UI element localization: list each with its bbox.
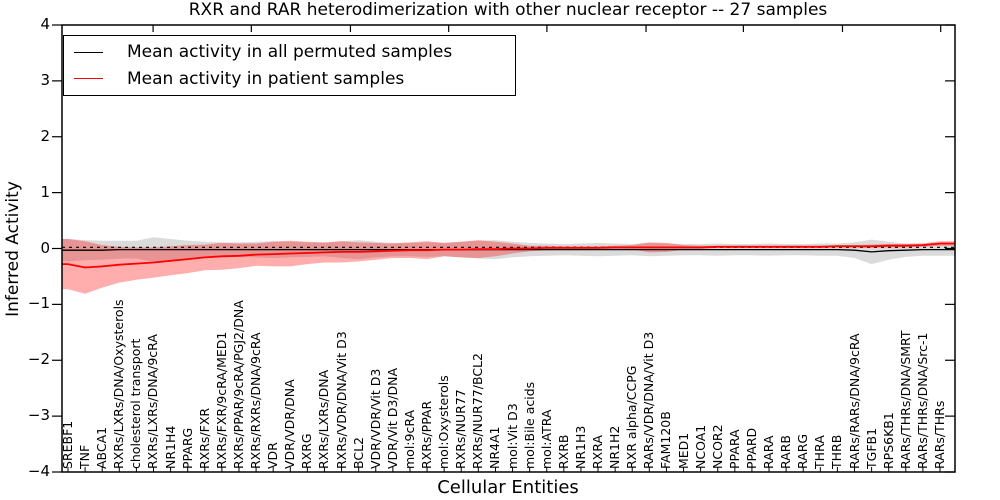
x-tick-label: mol:Vit D3 (504, 403, 520, 469)
y-tick-label: −2 (27, 350, 50, 369)
x-tick-label: RPS6KB1 (880, 412, 896, 469)
axes-frame (61, 24, 956, 473)
chart-title: RXR and RAR heterodimerization with othe… (188, 0, 828, 20)
x-tick-label: mol:Bile acids (521, 381, 537, 469)
x-tick-label: NCOA1 (692, 424, 708, 469)
x-tick-label: RARs/THRs (932, 400, 947, 469)
x-tick-label: BCL2 (350, 436, 366, 469)
x-tick-label: TNF (77, 444, 93, 469)
x-tick-label: THRA (812, 435, 828, 469)
legend-item-permuted: Mean activity in all permuted samples (74, 42, 515, 62)
x-tick-label: mol:9cRA (401, 409, 417, 469)
x-tick-label: RXRs/LXRs/DNA/9cRA (145, 334, 161, 469)
y-tick-label: −3 (27, 406, 50, 425)
x-axis-label: Cellular Entities (437, 477, 579, 498)
x-tick-label: ABCA1 (94, 426, 110, 469)
x-tick-label: NR1H4 (162, 425, 178, 469)
x-tick-label: RARA (761, 435, 777, 469)
y-tick-label: 4 (40, 15, 50, 33)
y-tick-label: −1 (27, 294, 50, 313)
x-tick-label: VDR/VDR/Vit D3 (367, 368, 383, 469)
legend-label-patient: Mean activity in patient samples (127, 68, 405, 89)
x-tick-label: RARs/VDR/DNA/Vit D3 (641, 331, 657, 469)
x-tick-label: TGFB1 (863, 427, 879, 469)
legend-line-permuted-icon (74, 51, 103, 53)
legend: Mean activity in all permuted samples Me… (63, 35, 516, 96)
x-tick-label: PPARA (726, 429, 742, 469)
patient-mean-line (62, 242, 955, 269)
x-tick-label: RXRA (590, 435, 606, 469)
x-tick-label: NR4A1 (487, 426, 503, 470)
x-tick-label: RARs/RARs/DNA/9cRA (846, 333, 862, 469)
y-tick-label: 3 (40, 70, 50, 89)
y-tick-label: 2 (40, 126, 50, 145)
x-tick-label: RXRs/NUR77/BCL2 (470, 353, 486, 469)
x-tick-label: MED1 (675, 432, 691, 469)
x-tick-label: PPARG (179, 427, 195, 469)
x-tick-label: RARG (795, 433, 811, 469)
x-tick-label: PPARD (743, 427, 759, 469)
x-tick-label: VDR/VDR/DNA (282, 379, 298, 469)
y-tick-label: 1 (40, 182, 50, 201)
x-tick-label: RXRs/RXRs/DNA/9cRA (248, 332, 264, 469)
x-tick-label: RXRs/FXR (196, 407, 212, 469)
x-tick-label: SREBF1 (60, 420, 75, 469)
x-tick-label: RXRG (299, 433, 315, 469)
x-tick-label: RARs/THRs/DNA/SMRT (897, 330, 913, 469)
x-tick-label: NR1H3 (572, 425, 588, 469)
x-tick-label: NCOR2 (709, 424, 725, 469)
x-tick-label: RXRs/PPAR/9cRA/PGJ2/DNA (230, 300, 246, 469)
x-tick-label: RXRs/VDR/DNA/Vit D3 (333, 331, 349, 469)
x-tick-label: cholesterol transport (128, 338, 144, 469)
x-tick-label: VDR (265, 442, 281, 469)
y-tick-label: −4 (27, 462, 50, 480)
x-tick-label: mol:Oxysterols (436, 375, 452, 469)
y-tick-label: 0 (40, 238, 50, 257)
x-tick-label: FAM120B (658, 411, 674, 469)
x-tick-label: RXRs/FXR/9cRA/MED1 (213, 331, 229, 469)
legend-label-permuted: Mean activity in all permuted samples (127, 42, 453, 63)
x-tick-label: RXRs/NUR77 (453, 389, 469, 469)
x-tick-label: RXR alpha/CCPG (624, 365, 640, 469)
x-tick-label: mol:ATRA (538, 409, 554, 469)
legend-line-patient-icon (74, 78, 103, 80)
x-tick-label: THRB (829, 434, 845, 469)
x-tick-label: RARB (778, 435, 794, 469)
legend-item-patient: Mean activity in patient samples (74, 69, 515, 89)
x-tick-label: RXRs/PPAR (419, 400, 435, 469)
x-tick-label: RXRs/LXRs/DNA (316, 369, 332, 469)
x-tick-label: RXRB (555, 434, 571, 469)
x-tick-label: VDR/Vit D3/DNA (384, 367, 400, 469)
x-tick-label: RARs/THRs/DNA/Src-1 (914, 332, 930, 469)
x-tick-label: RXRs/LXRs/DNA/Oxysterols (111, 299, 127, 469)
patient-std-band (62, 239, 955, 294)
x-tick-label: NR1H2 (607, 425, 623, 469)
permuted-std-band (62, 237, 955, 265)
